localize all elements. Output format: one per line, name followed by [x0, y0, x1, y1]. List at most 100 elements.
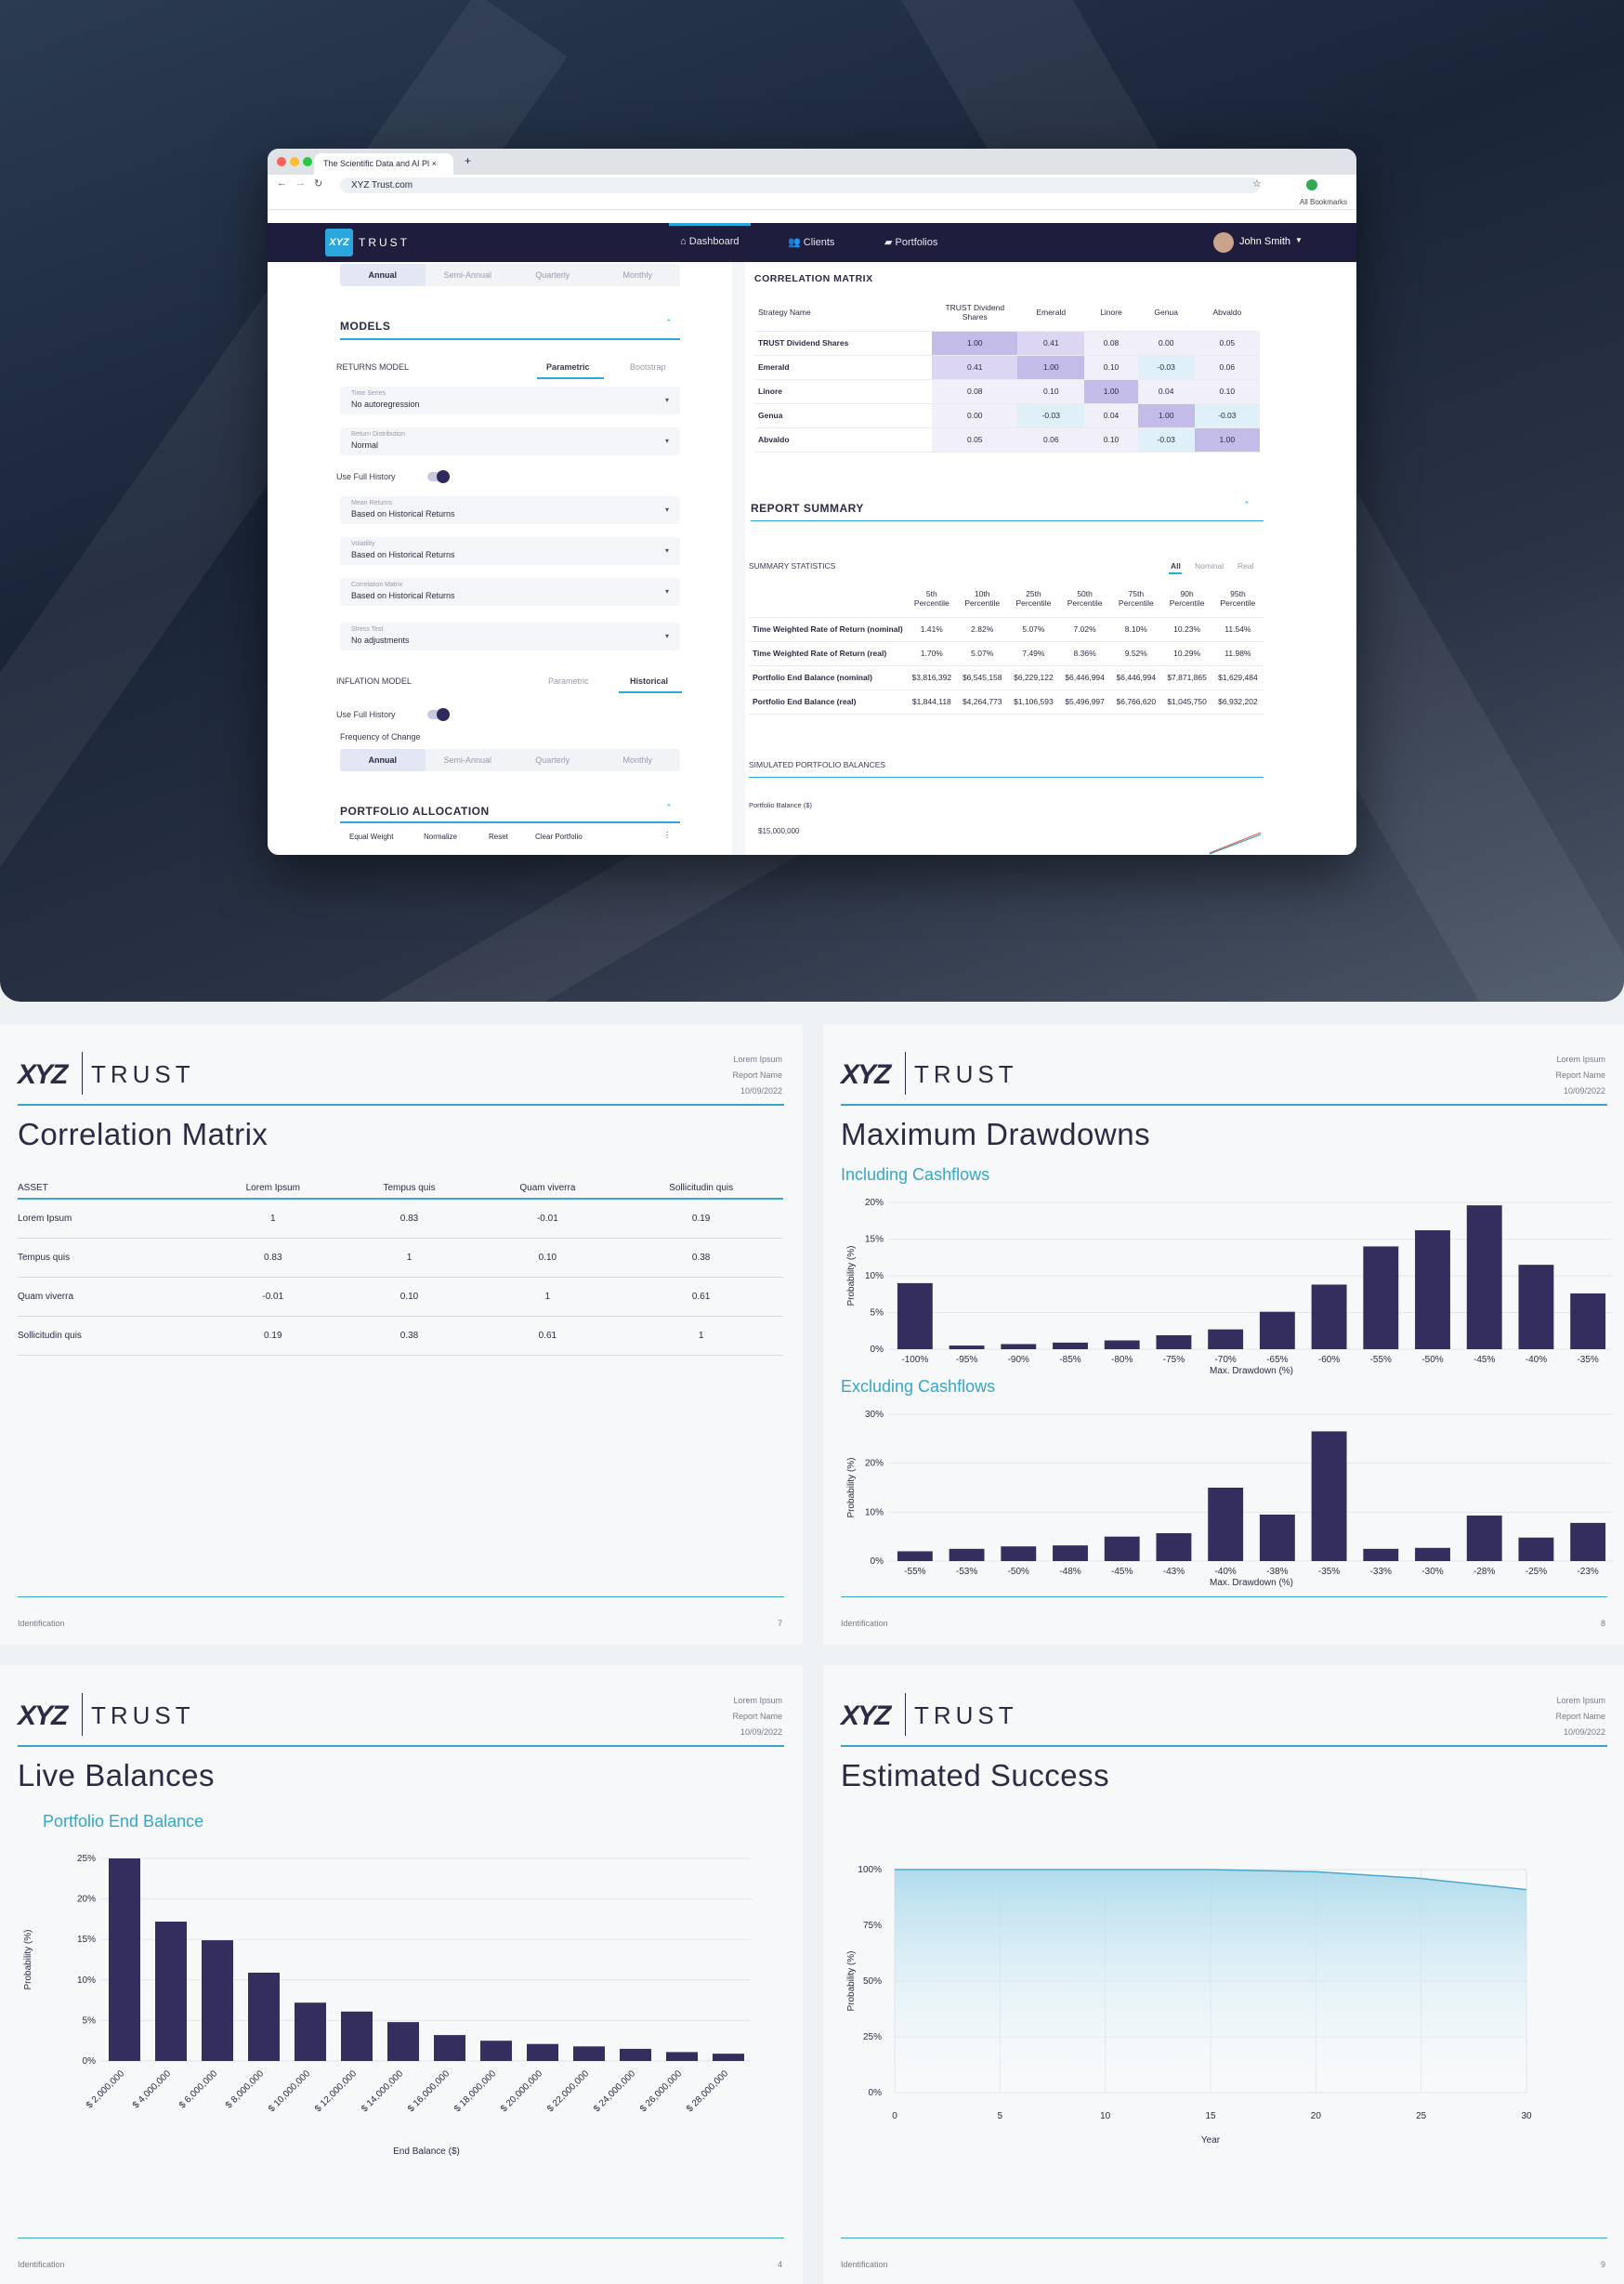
browser-tabbar: The Scientific Data and AI Pl × +	[268, 149, 1356, 175]
nav-portfolios[interactable]: ▰ Portfolios	[884, 236, 937, 248]
volatility-dropdown[interactable]: Volatility Based on Historical Returns ▾	[340, 537, 680, 565]
report-logo: XYZ	[18, 1700, 68, 1731]
dropdown-value: No adjustments	[351, 636, 410, 645]
corr-cell: 0.10	[1017, 379, 1085, 404]
normalize-button[interactable]: Normalize	[424, 833, 458, 841]
meta-line: Lorem Ipsum	[733, 1696, 782, 1705]
bar	[1570, 1293, 1606, 1349]
y-tick-label: 0%	[871, 1345, 884, 1355]
chart-including-cashflows: 0% 5% 10% 15% 20% -100% -95% -90% -85% -80% -75% -7…	[846, 1198, 1612, 1376]
nav-dashboard[interactable]: ⌂ Dashboard	[669, 223, 750, 247]
x-tick-label: -43%	[1163, 1567, 1185, 1577]
chevron-up-icon[interactable]: ⌃	[665, 803, 673, 812]
tab-parametric[interactable]: Parametric	[546, 362, 590, 372]
dropdown-key: Correlation Matrix	[351, 582, 403, 588]
profile-icon[interactable]	[1306, 179, 1317, 190]
header-rule	[18, 1745, 784, 1747]
correlation-matrix-dropdown[interactable]: Correlation Matrix Based on Historical R…	[340, 578, 680, 606]
stats-tab-all[interactable]: All	[1171, 561, 1181, 571]
stat-header: 75th Percentile	[1110, 580, 1162, 618]
new-tab-button[interactable]: +	[465, 154, 472, 167]
user-name[interactable]: John Smith	[1239, 236, 1291, 247]
report-meta: Lorem Ipsum Report Name 10/09/2022	[1555, 1693, 1605, 1740]
x-tick-label: -35%	[1318, 1567, 1340, 1577]
bar	[1001, 1344, 1037, 1349]
page-number: 8	[1600, 1619, 1605, 1628]
models-title: MODELS	[340, 320, 391, 333]
freq-monthly[interactable]: Monthly	[622, 755, 652, 765]
close-dot[interactable]	[277, 157, 286, 166]
returns-model-label: RETURNS MODEL	[336, 362, 410, 372]
footer-rule	[841, 1596, 1607, 1597]
bar	[1311, 1431, 1347, 1561]
corr-cell: Emerald	[754, 355, 933, 380]
app-logo[interactable]: XYZ	[325, 229, 353, 256]
return-distribution-dropdown[interactable]: Return Distribution Normal ▾	[340, 427, 680, 455]
table-cell: 0.38	[619, 1238, 783, 1278]
chevron-up-icon[interactable]: ⌃	[1243, 500, 1251, 509]
freq-quarterly[interactable]: Quarterly	[535, 270, 570, 280]
more-icon[interactable]: ⋮	[663, 831, 671, 839]
freq-monthly[interactable]: Monthly	[622, 270, 652, 280]
avatar[interactable]	[1213, 232, 1234, 253]
x-tick-label: $ 2,000,000	[85, 2068, 126, 2110]
x-tick-label: 10	[1100, 2111, 1111, 2121]
stats-tab-nominal[interactable]: Nominal	[1195, 561, 1225, 571]
home-icon: ⌂	[680, 236, 689, 247]
hero-background: The Scientific Data and AI Pl × + ← → ↻ …	[0, 0, 1624, 1002]
bar	[1415, 1547, 1450, 1561]
back-arrow-icon[interactable]: ←	[277, 177, 287, 189]
stats-tab-real[interactable]: Real	[1238, 561, 1254, 571]
chevron-down-icon[interactable]: ▼	[1295, 236, 1303, 244]
bar	[1466, 1205, 1502, 1349]
reset-button[interactable]: Reset	[489, 833, 508, 841]
tab-bootstrap[interactable]: Bootstrap	[630, 362, 666, 372]
page-title: Estimated Success	[841, 1758, 1110, 1792]
stat-cell: $6,766,620	[1110, 689, 1162, 715]
reload-icon[interactable]: ↻	[314, 178, 323, 190]
header-rule	[841, 1104, 1607, 1106]
freq-annual[interactable]: Annual	[340, 264, 426, 286]
bar	[897, 1282, 933, 1349]
stat-cell: $6,932,202	[1211, 689, 1264, 715]
footer-identification: Identification	[841, 1619, 888, 1628]
tab-inflation-parametric[interactable]: Parametric	[548, 676, 589, 686]
mean-returns-dropdown[interactable]: Mean Returns Based on Historical Returns…	[340, 496, 680, 524]
corr-matrix-table: Strategy Name TRUST Dividend Shares Emeral…	[754, 294, 1260, 453]
x-tick-label: 20	[1311, 2111, 1322, 2121]
bar	[949, 1548, 985, 1561]
inflation-history-toggle[interactable]	[427, 708, 450, 721]
freq-semiannual[interactable]: Semi-Annual	[443, 270, 492, 280]
x-tick-label: -100%	[901, 1355, 928, 1365]
freq-semiannual[interactable]: Semi-Annual	[443, 755, 492, 765]
sim-underline	[749, 777, 1264, 778]
full-history-toggle[interactable]	[427, 470, 450, 483]
clear-portfolio-button[interactable]: Clear Portfolio	[535, 833, 583, 841]
maximize-dot[interactable]	[303, 157, 312, 166]
browser-tab[interactable]: The Scientific Data and AI Pl ×	[314, 153, 453, 175]
y-tick-label: 20%	[865, 1198, 884, 1208]
logo-separator	[82, 1052, 83, 1095]
minimize-dot[interactable]	[290, 157, 299, 166]
corr-cell: 0.41	[932, 355, 1018, 380]
nav-label: Clients	[803, 237, 835, 248]
all-bookmarks[interactable]: All Bookmarks	[1299, 198, 1347, 206]
stat-cell: $1,045,750	[1161, 689, 1212, 715]
star-icon[interactable]: ☆	[1252, 178, 1262, 190]
tab-inflation-historical[interactable]: Historical	[630, 676, 669, 686]
forward-arrow-icon[interactable]: →	[295, 177, 306, 189]
bar	[1156, 1334, 1192, 1349]
url-bar[interactable]: XYZ Trust.com	[340, 177, 1260, 193]
freq-annual[interactable]: Annual	[340, 749, 426, 771]
summary-stats-table: 5th Percentile 10th Percentile 25th Percen…	[749, 580, 1264, 715]
page-number: 7	[777, 1619, 782, 1628]
nav-clients[interactable]: 👥 Clients	[788, 236, 834, 248]
corr-cell: 0.00	[1137, 331, 1195, 356]
time-series-dropdown[interactable]: Time Series No autoregression ▾	[340, 387, 680, 414]
equal-weight-button[interactable]: Equal Weight	[349, 833, 394, 841]
freq-quarterly[interactable]: Quarterly	[535, 755, 570, 765]
caret-down-icon: ▾	[664, 546, 669, 555]
corr-cell: 0.06	[1194, 355, 1260, 380]
chevron-up-icon[interactable]: ⌃	[665, 318, 673, 327]
stress-test-dropdown[interactable]: Stress Test No adjustments ▾	[340, 623, 680, 650]
